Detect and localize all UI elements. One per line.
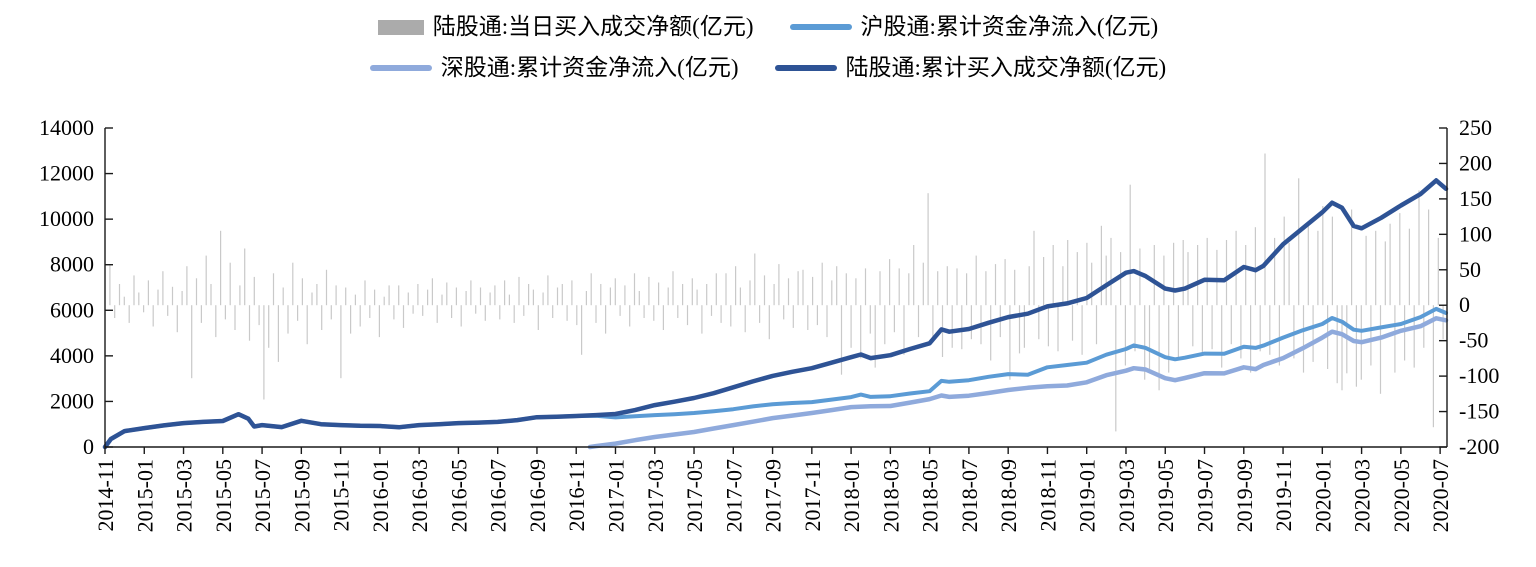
- legend-line-swatch-blue: [789, 24, 852, 30]
- x-axis-tick-label: 2018-11: [1035, 459, 1060, 532]
- right-axis-tick-label: 250: [1459, 115, 1492, 140]
- left-axis-tick-label: 0: [83, 434, 94, 459]
- x-axis-tick-label: 2019-11: [1271, 459, 1296, 532]
- left-axis-tick-label: 10000: [39, 206, 94, 231]
- x-axis-tick-label: 2017-11: [800, 459, 825, 532]
- chart-legend: 陆股通:当日买入成交净额(亿元) 沪股通:累计资金净流入(亿元) 深股通:累计资…: [0, 10, 1536, 85]
- right-axis-tick-label: -100: [1459, 363, 1499, 388]
- right-axis-tick-label: -200: [1459, 434, 1499, 459]
- x-axis-tick-label: 2020-01: [1310, 459, 1335, 532]
- legend-label-daily-net-buy: 陆股通:当日买入成交净额(亿元): [432, 14, 754, 39]
- x-axis-tick-label: 2016-01: [368, 459, 393, 532]
- x-axis-tick-label: 2019-01: [1075, 459, 1100, 532]
- x-axis-tick-label: 2016-11: [564, 459, 589, 532]
- right-axis-tick-label: -50: [1459, 328, 1488, 353]
- x-axis-tick-label: 2017-03: [643, 459, 668, 532]
- x-axis-tick-label: 2020-07: [1428, 459, 1453, 532]
- x-axis-tick-label: 2018-01: [839, 459, 864, 532]
- left-axis-tick-label: 4000: [50, 343, 94, 368]
- legend-row-2: 深股通:累计资金净流入(亿元) 陆股通:累计买入成交净额(亿元): [369, 51, 1167, 85]
- x-axis-tick-label: 2019-09: [1232, 459, 1257, 532]
- legend-label-sh-cumulative: 沪股通:累计资金净流入(亿元): [860, 14, 1159, 39]
- series-line: [102, 178, 1449, 450]
- x-axis-tick-label: 2016-09: [525, 459, 550, 532]
- legend-label-sz-cumulative: 深股通:累计资金净流入(亿元): [440, 55, 739, 80]
- legend-label-total-cumulative: 陆股通:累计买入成交净额(亿元): [845, 55, 1167, 80]
- series-line: [587, 316, 1449, 450]
- legend-item-sz-cumulative: 深股通:累计资金净流入(亿元): [369, 51, 739, 85]
- x-axis-tick-label: 2018-05: [918, 459, 943, 532]
- legend-item-total-cumulative: 陆股通:累计买入成交净额(亿元): [774, 51, 1167, 85]
- x-axis-tick-label: 2020-05: [1389, 459, 1414, 532]
- axes: 02000400060008000100001200014000-200-150…: [39, 115, 1499, 532]
- x-axis-tick-label: 2016-03: [407, 459, 432, 532]
- series-line: [103, 306, 1448, 449]
- left-axis-tick-label: 12000: [39, 161, 94, 186]
- legend-bar-swatch-gray: [377, 19, 424, 35]
- left-axis-tick-label: 14000: [39, 115, 94, 140]
- right-axis-tick-label: -150: [1459, 399, 1499, 424]
- x-axis-tick-label: 2018-03: [878, 459, 903, 532]
- x-axis-tick-label: 2015-07: [250, 459, 275, 532]
- x-axis-tick-label: 2016-05: [446, 459, 471, 532]
- legend-line-swatch-navy: [774, 65, 837, 71]
- x-axis-tick-label: 2018-09: [996, 459, 1021, 532]
- left-axis-tick-label: 6000: [50, 297, 94, 322]
- legend-item-daily-net-buy: 陆股通:当日买入成交净额(亿元): [377, 10, 754, 44]
- x-axis-tick-label: 2017-07: [721, 459, 746, 532]
- x-axis-tick-label: 2017-05: [682, 459, 707, 532]
- left-axis-tick-label: 8000: [50, 252, 94, 277]
- series-daily-bars: [109, 153, 1444, 432]
- left-axis-tick-label: 2000: [50, 388, 94, 413]
- x-axis-tick-label: 2015-11: [329, 459, 354, 532]
- x-axis-tick-label: 2019-03: [1114, 459, 1139, 532]
- x-axis-tick-label: 2015-03: [172, 459, 197, 532]
- x-axis-tick-label: 2020-03: [1350, 459, 1375, 532]
- x-axis-tick-label: 2019-05: [1153, 459, 1178, 532]
- x-axis-tick-label: 2015-09: [289, 459, 314, 532]
- right-axis-tick-label: 150: [1459, 186, 1492, 211]
- x-axis-tick-label: 2015-05: [211, 459, 236, 532]
- legend-item-sh-cumulative: 沪股通:累计资金净流入(亿元): [789, 10, 1159, 44]
- right-axis-tick-label: 0: [1459, 292, 1470, 317]
- x-axis-tick-label: 2015-01: [132, 459, 157, 532]
- right-axis-tick-label: 50: [1459, 257, 1481, 282]
- right-axis-tick-label: 100: [1459, 221, 1492, 246]
- x-axis-tick-label: 2018-07: [957, 459, 982, 532]
- legend-line-swatch-lightblue: [369, 65, 432, 71]
- x-axis-tick-label: 2019-07: [1193, 459, 1218, 532]
- x-axis-tick-label: 2017-09: [761, 459, 786, 532]
- x-axis-tick-label: 2016-07: [486, 459, 511, 532]
- legend-row-1: 陆股通:当日买入成交净额(亿元) 沪股通:累计资金净流入(亿元): [377, 10, 1159, 44]
- x-axis-tick-label: 2017-01: [604, 459, 629, 532]
- x-axis-tick-label: 2014-11: [93, 459, 118, 532]
- right-axis-tick-label: 200: [1459, 150, 1492, 175]
